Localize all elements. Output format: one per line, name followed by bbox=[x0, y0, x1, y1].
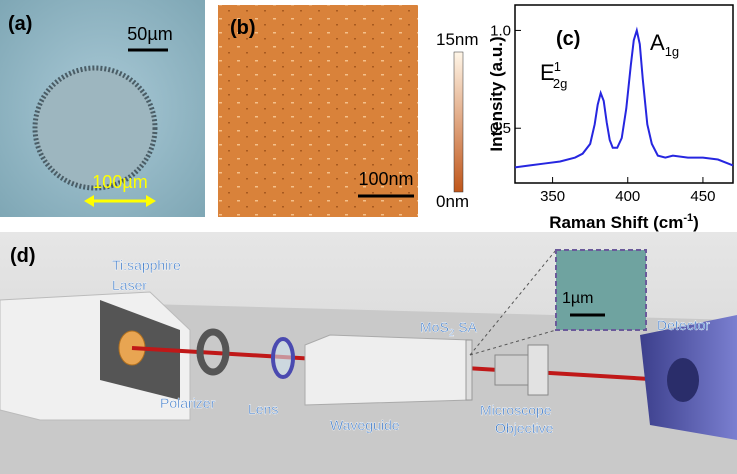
panel-label: (c) bbox=[556, 28, 580, 50]
waveguide bbox=[305, 335, 470, 405]
panel-label: (a) bbox=[8, 13, 32, 35]
colorbar-label: 0nm bbox=[436, 192, 469, 211]
component-label: Polarizer bbox=[160, 395, 216, 411]
y-tick-label: 0.5 bbox=[490, 120, 511, 137]
lens bbox=[273, 339, 293, 377]
panel-d: (d) Ti:sapphire Laser MoS2 SA 1µm Detect… bbox=[0, 232, 737, 474]
annotation-sub: 1g bbox=[665, 44, 679, 59]
x-axis-label-text: Raman Shift (cm bbox=[549, 213, 683, 232]
annotation-sub: 2g bbox=[553, 76, 567, 91]
panel-label: (d) bbox=[10, 245, 36, 267]
y-tick-label: 1.0 bbox=[490, 22, 511, 39]
label-text: SA bbox=[454, 319, 477, 335]
annotation-sup: 1 bbox=[554, 59, 561, 74]
detector-window bbox=[667, 358, 699, 402]
x-tick-label: 450 bbox=[690, 188, 715, 205]
sample-disk bbox=[35, 68, 155, 188]
component-label: Ti:sapphire bbox=[112, 257, 181, 273]
component-label: Lens bbox=[248, 401, 278, 417]
mos2-sa bbox=[466, 340, 472, 400]
scale-label: 1µm bbox=[562, 290, 593, 307]
colorbar bbox=[454, 52, 463, 192]
x-tick-label: 350 bbox=[540, 188, 565, 205]
x-axis-label: Raman Shift (cm-1) bbox=[549, 212, 699, 232]
component-label: Waveguide bbox=[330, 417, 400, 433]
component-label: Objective bbox=[495, 420, 554, 436]
component-label: Microscope bbox=[480, 402, 552, 418]
objective bbox=[495, 355, 530, 385]
component-label: Laser bbox=[112, 277, 147, 293]
component-label: Detector bbox=[657, 317, 710, 333]
colorbar-label: 15nm bbox=[436, 30, 479, 49]
scale-label: 100nm bbox=[358, 169, 413, 189]
scale-label: 100µm bbox=[92, 172, 147, 192]
panel-b: (b) 100nm 15nm 0nm bbox=[218, 5, 479, 217]
label-text: MoS bbox=[420, 319, 449, 335]
x-axis-label-end: ) bbox=[693, 213, 699, 232]
plot-frame bbox=[515, 5, 733, 183]
x-axis-label-sup: -1 bbox=[683, 212, 693, 224]
scale-label: 50µm bbox=[127, 24, 172, 44]
annotation-text: A bbox=[650, 30, 665, 55]
panel-a: (a) 50µm 100µm bbox=[0, 0, 205, 217]
panel-label: (b) bbox=[230, 17, 256, 39]
x-tick-label: 400 bbox=[615, 188, 640, 205]
figure: (a) 50µm 100µm (b) 100nm 15nm 0nm (c)Int… bbox=[0, 0, 737, 474]
objective bbox=[528, 345, 548, 395]
